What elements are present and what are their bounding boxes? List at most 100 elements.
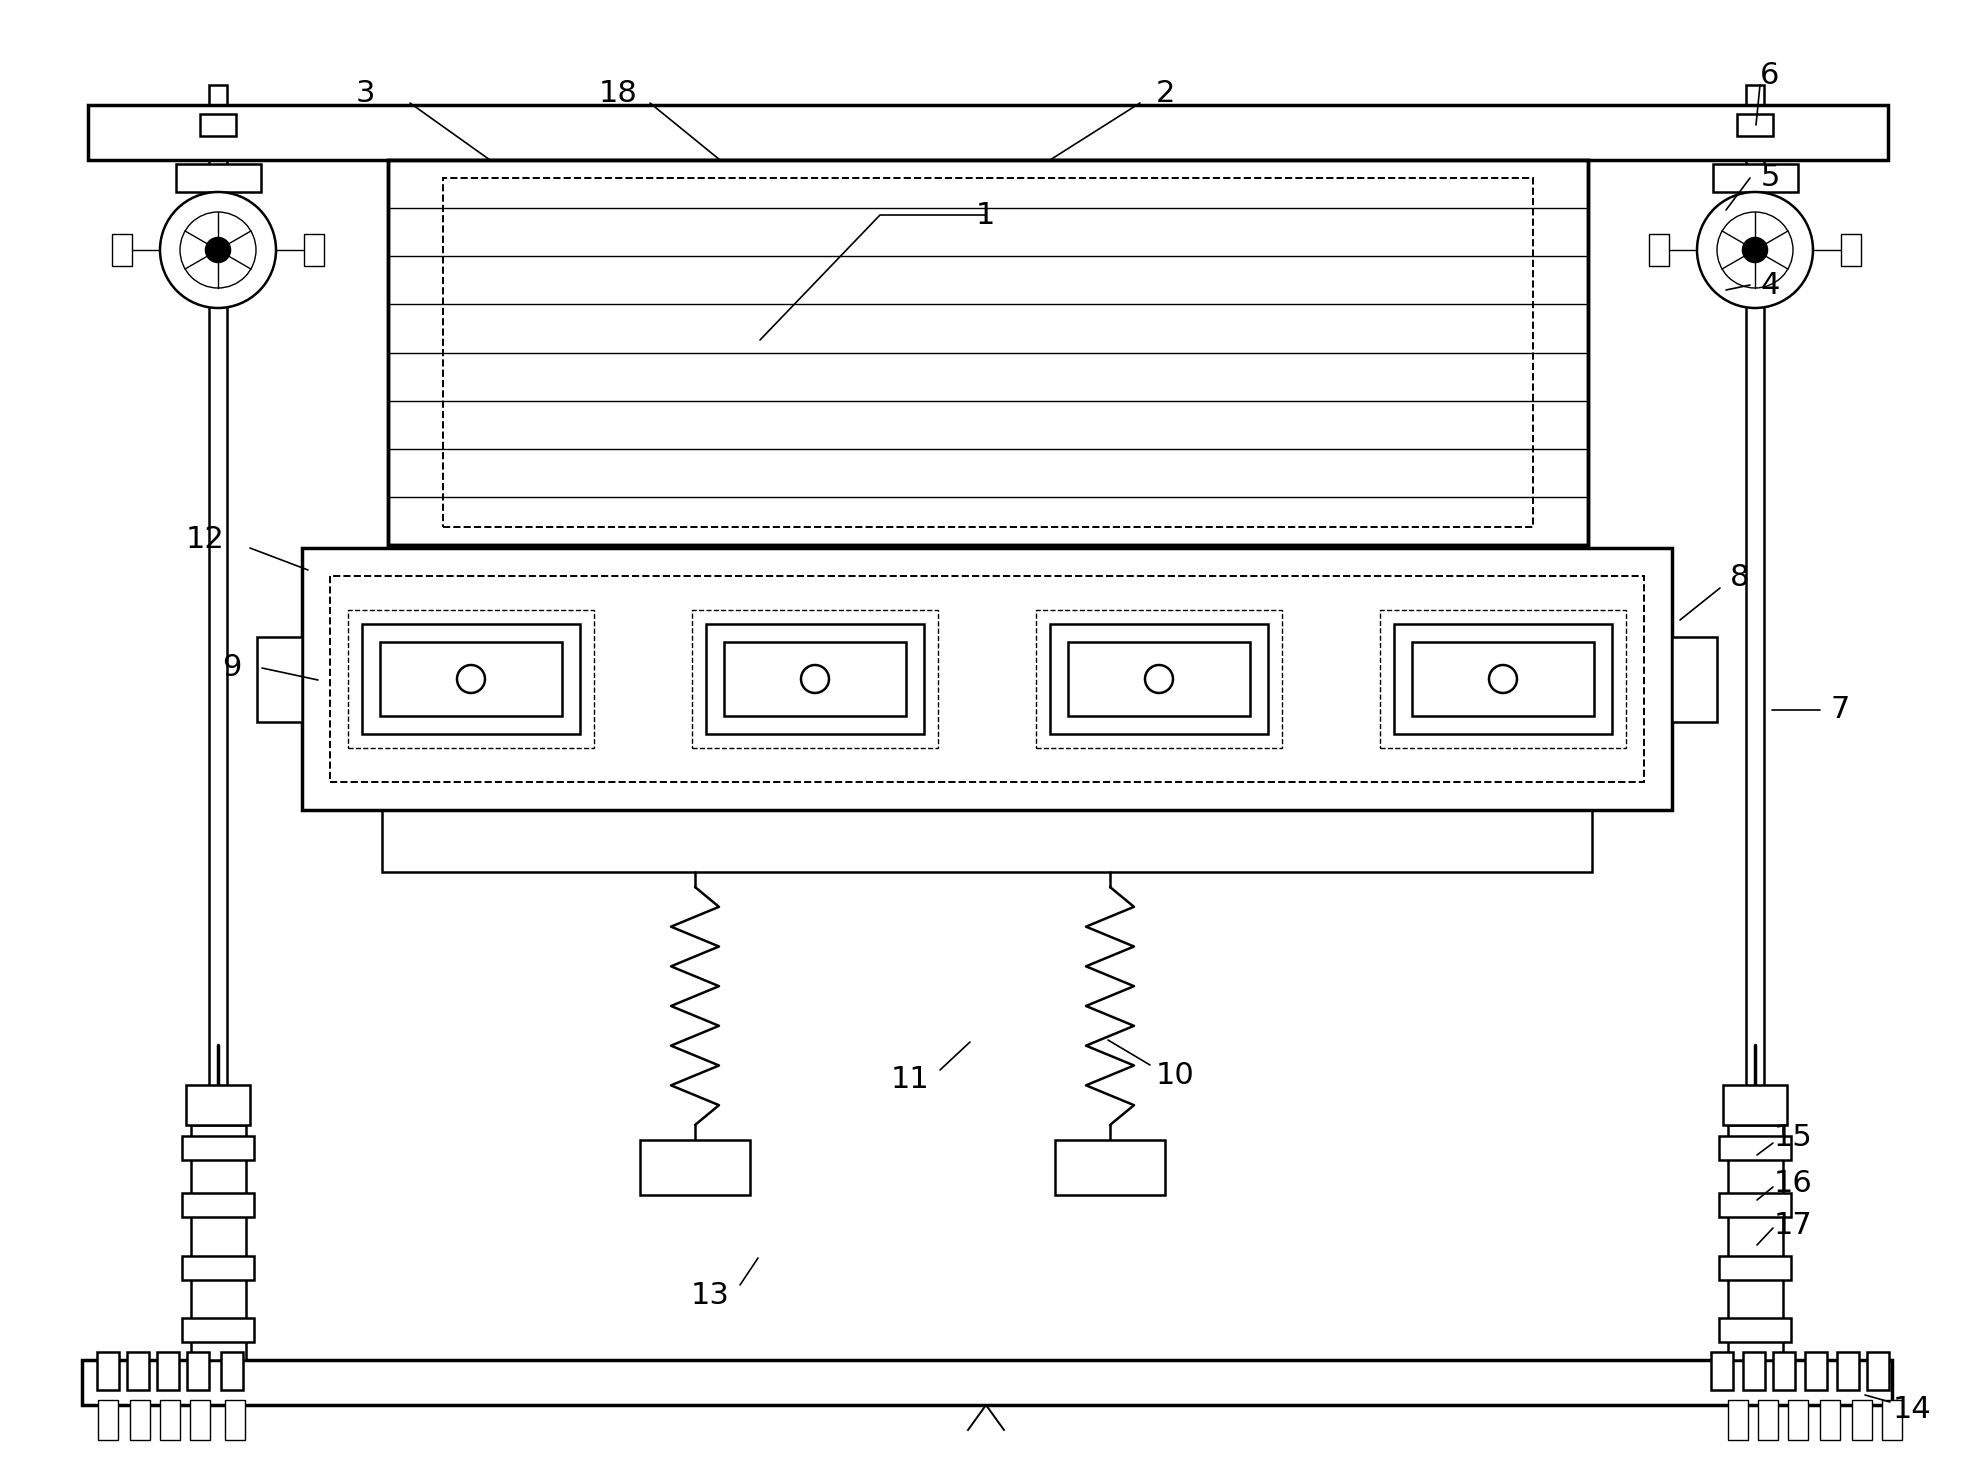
Circle shape	[1144, 665, 1174, 693]
Circle shape	[801, 665, 829, 693]
Text: 18: 18	[598, 79, 637, 108]
Text: 1: 1	[975, 200, 994, 229]
Circle shape	[180, 212, 256, 288]
Bar	[1718, 1137, 1791, 1160]
Text: 8: 8	[1730, 564, 1750, 593]
Bar	[1819, 1400, 1841, 1441]
Bar	[185, 1086, 251, 1125]
Bar	[1746, 85, 1764, 1360]
Circle shape	[1717, 212, 1793, 288]
Text: 10: 10	[1156, 1061, 1194, 1090]
Text: 2: 2	[1156, 79, 1174, 108]
Text: 5: 5	[1760, 164, 1780, 193]
Bar	[1718, 1256, 1791, 1280]
Bar	[383, 809, 1592, 872]
Bar	[1056, 1140, 1164, 1195]
Bar	[302, 548, 1671, 809]
Bar	[391, 161, 1586, 207]
Bar	[1036, 611, 1282, 748]
Bar	[361, 624, 580, 733]
Bar	[391, 449, 1586, 497]
Bar	[182, 1256, 255, 1280]
Bar	[1649, 234, 1669, 266]
Bar	[1788, 1400, 1807, 1441]
Bar	[1395, 624, 1612, 733]
Bar	[381, 641, 562, 716]
Bar	[1742, 1351, 1766, 1389]
Bar	[706, 624, 923, 733]
Text: 4: 4	[1760, 270, 1780, 300]
Bar	[1379, 611, 1626, 748]
Bar	[189, 1400, 209, 1441]
Circle shape	[1697, 191, 1813, 308]
Bar	[347, 611, 594, 748]
Bar	[89, 105, 1888, 161]
Bar	[126, 1351, 150, 1389]
Bar	[1713, 164, 1797, 191]
Bar	[1718, 1318, 1791, 1343]
Bar	[389, 161, 1588, 545]
Bar	[391, 352, 1586, 400]
Circle shape	[1742, 238, 1768, 262]
Bar	[187, 1351, 209, 1389]
Bar	[693, 611, 937, 748]
Bar	[1711, 1351, 1732, 1389]
Bar	[1413, 641, 1594, 716]
Bar	[639, 1140, 750, 1195]
Bar	[256, 637, 302, 722]
Bar	[182, 1194, 255, 1217]
Circle shape	[205, 238, 231, 262]
Bar	[1718, 1194, 1791, 1217]
Bar	[130, 1400, 150, 1441]
Bar	[176, 164, 260, 191]
Bar	[1837, 1351, 1859, 1389]
Bar	[1722, 1086, 1788, 1125]
Bar	[191, 1125, 247, 1360]
Bar	[444, 178, 1533, 527]
Bar	[389, 161, 1588, 545]
Circle shape	[160, 191, 276, 308]
Text: 15: 15	[1774, 1124, 1813, 1153]
Bar	[225, 1400, 245, 1441]
Text: 9: 9	[223, 653, 241, 682]
Bar	[83, 1360, 1892, 1405]
Text: 12: 12	[185, 526, 225, 555]
Bar	[199, 114, 237, 136]
Bar	[1841, 234, 1861, 266]
Bar	[391, 256, 1586, 304]
Bar	[221, 1351, 243, 1389]
Bar	[1728, 1125, 1784, 1360]
Bar	[304, 234, 324, 266]
Bar	[160, 1400, 180, 1441]
Text: 7: 7	[1831, 695, 1851, 725]
Bar	[99, 1400, 118, 1441]
Bar	[1736, 114, 1774, 136]
Bar	[1866, 1351, 1888, 1389]
Bar	[1774, 1351, 1795, 1389]
Bar	[329, 576, 1644, 782]
Bar	[1067, 641, 1251, 716]
Bar	[158, 1351, 180, 1389]
Text: 17: 17	[1774, 1211, 1813, 1239]
Bar	[1736, 279, 1774, 301]
Bar	[182, 1137, 255, 1160]
Bar	[182, 1318, 255, 1343]
Bar	[724, 641, 906, 716]
Bar	[1050, 624, 1269, 733]
Bar	[199, 279, 237, 301]
Text: 11: 11	[890, 1065, 929, 1094]
Circle shape	[1490, 665, 1517, 693]
Text: 14: 14	[1892, 1395, 1932, 1424]
Bar	[1805, 1351, 1827, 1389]
Bar	[1853, 1400, 1872, 1441]
Bar	[97, 1351, 118, 1389]
Bar	[112, 234, 132, 266]
Text: 16: 16	[1774, 1169, 1813, 1198]
Bar	[1671, 637, 1717, 722]
Text: 13: 13	[691, 1280, 730, 1309]
Bar	[1758, 1400, 1778, 1441]
Text: 3: 3	[355, 79, 375, 108]
Circle shape	[458, 665, 485, 693]
Bar	[1736, 199, 1774, 221]
Bar	[199, 199, 237, 221]
